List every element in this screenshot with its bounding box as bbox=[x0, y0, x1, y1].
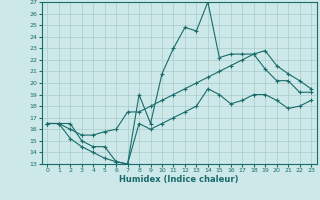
X-axis label: Humidex (Indice chaleur): Humidex (Indice chaleur) bbox=[119, 175, 239, 184]
